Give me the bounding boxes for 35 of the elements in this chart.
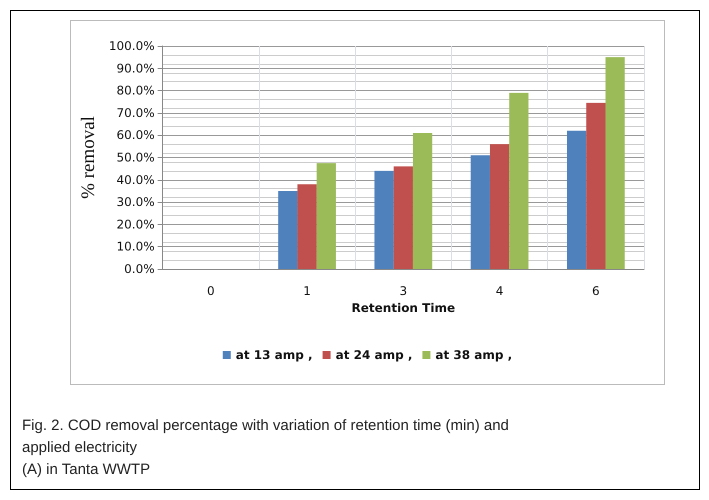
y-tick-label: 100.0% [108, 39, 155, 53]
caption: Fig. 2. COD removal percentage with variation of retention time (min) and applied electricity [22, 416, 510, 458]
bar [490, 144, 510, 269]
bar [316, 163, 336, 269]
legend-label: at 13 amp , [236, 348, 313, 362]
x-tick-label: 4 [496, 284, 504, 298]
y-tick-label: 90.0% [116, 61, 155, 76]
x-tick-label: 1 [303, 284, 311, 298]
y-tick-label: 40.0% [116, 172, 155, 187]
y-tick-label: 20.0% [116, 217, 155, 232]
y-tick-label: 60.0% [116, 128, 155, 142]
y-tick-label: 30.0% [116, 195, 155, 210]
y-axis-title: % removal [78, 116, 99, 199]
bar [278, 190, 298, 269]
bar [297, 184, 317, 269]
bar [412, 132, 432, 269]
bar [605, 57, 625, 269]
bar [374, 170, 394, 269]
legend-label: at 24 amp , [336, 348, 412, 362]
bar [394, 166, 413, 269]
bar [566, 130, 586, 269]
y-tick-label: 10.0% [116, 240, 155, 254]
legend-label: at 38 amp , [435, 348, 512, 362]
x-tick-label: 6 [592, 284, 600, 298]
text: (A) in Tanta WWTP [22, 460, 152, 480]
y-tick-label: 80.0% [116, 84, 155, 98]
x-tick-label: 3 [400, 284, 408, 298]
y-tick-label: 50.0% [116, 150, 155, 164]
x-axis-title: Retention Time [352, 300, 456, 315]
bar [509, 92, 528, 269]
y-tick-label: 70.0% [116, 106, 155, 120]
y-tick-label: 0.0% [124, 262, 155, 276]
bar [470, 155, 490, 269]
bar [586, 102, 606, 269]
x-tick-label: 0 [206, 284, 215, 298]
